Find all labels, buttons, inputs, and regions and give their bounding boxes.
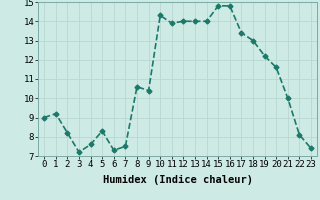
X-axis label: Humidex (Indice chaleur): Humidex (Indice chaleur) (103, 175, 252, 185)
